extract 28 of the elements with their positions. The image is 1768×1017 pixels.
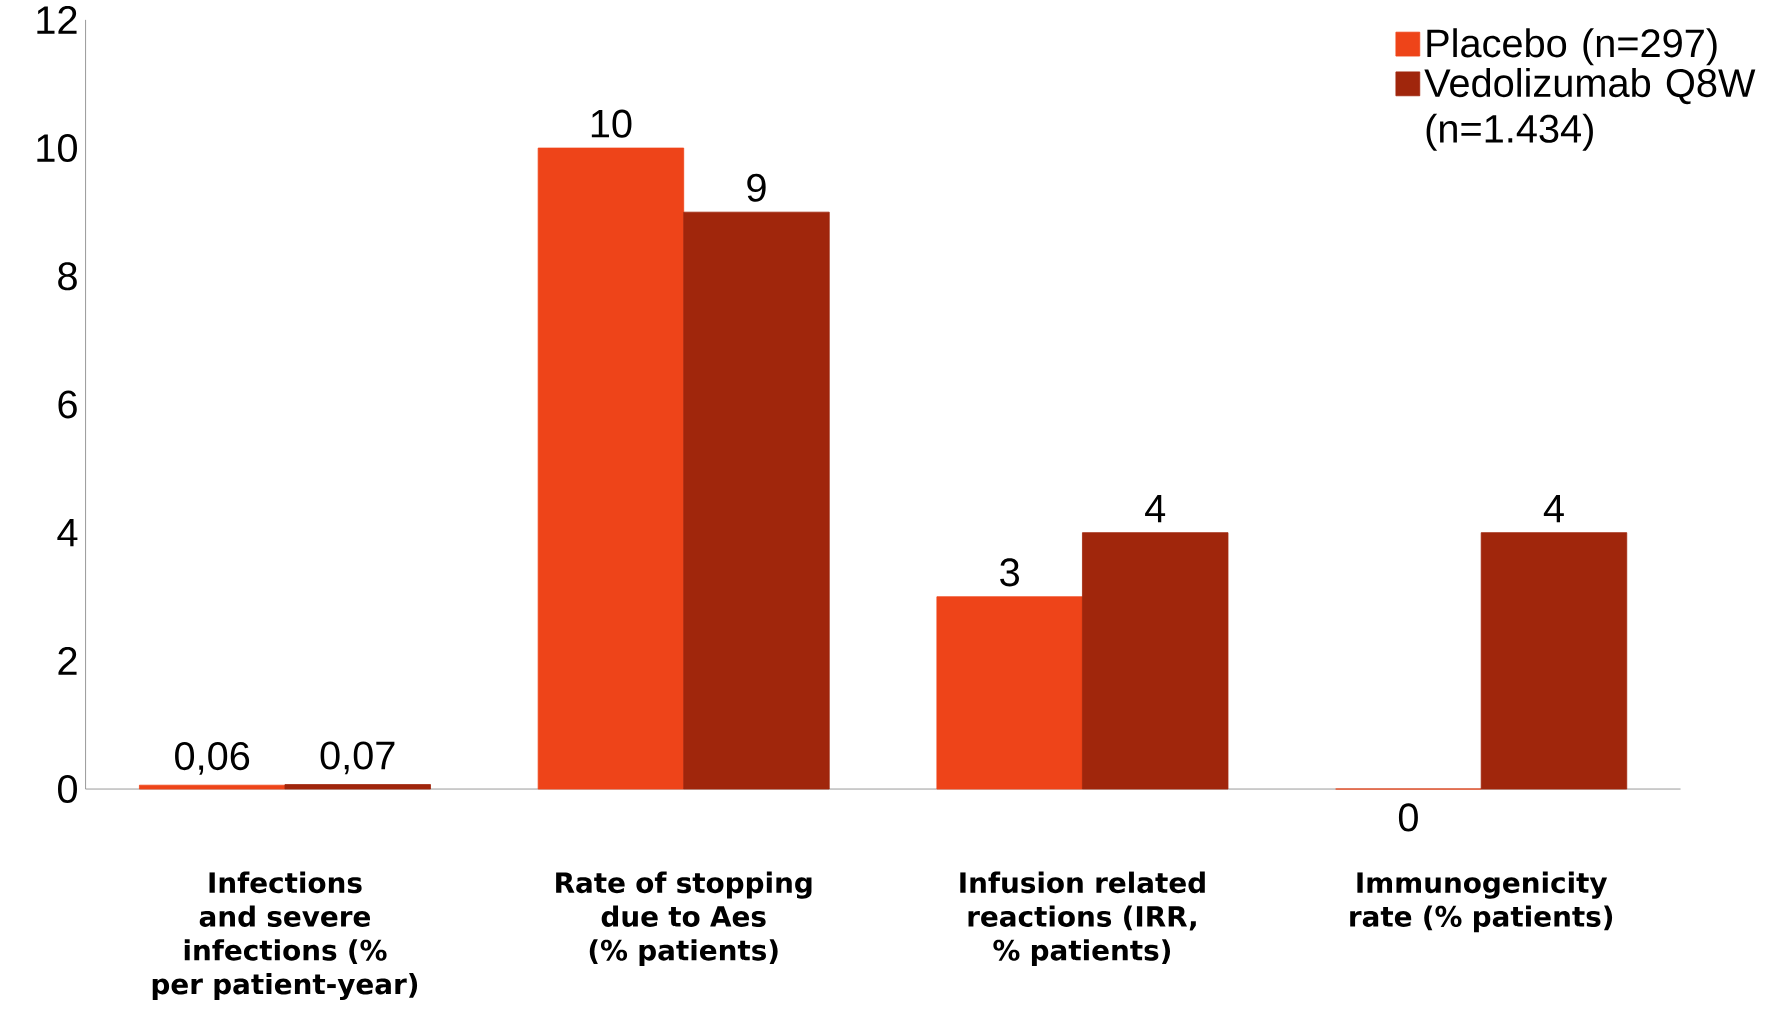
bar (936, 596, 1083, 790)
y-tick-label: 10 (37, 134, 77, 163)
legend-label: Placebo (n=297) (1427, 28, 1717, 66)
data-label: 10 (591, 109, 632, 138)
legend-label: Vedolizumab Q8W (n=1.434) (1424, 68, 1756, 151)
x-tick-label: Immunogenicity rate (% patients) (1350, 871, 1613, 933)
x-tick-label: Infections and severe infections (% per patient-year) (152, 871, 418, 1001)
bar (139, 784, 286, 790)
x-tick-label: Rate of stopping due to Aes (% patients) (556, 871, 812, 967)
bar (537, 147, 685, 790)
y-tick-label: 12 (37, 6, 77, 34)
bar (284, 784, 431, 790)
data-label: 0,07 (320, 741, 395, 775)
data-label: 4 (1145, 495, 1166, 523)
y-tick-label: 8 (58, 262, 77, 291)
y-tick-label: 6 (58, 390, 77, 419)
data-label: 3 (1000, 558, 1019, 587)
x-tick-label: Infusion related reactions (IRR, % patients) (960, 871, 1205, 967)
data-label: 0 (1398, 803, 1418, 832)
y-tick-label: 0 (58, 775, 77, 804)
data-label: 4 (1543, 495, 1564, 523)
data-label: 0,06 (175, 742, 250, 776)
y-tick-label: 2 (58, 647, 77, 675)
bar (1082, 532, 1229, 790)
bar (683, 211, 830, 790)
data-label: 9 (747, 173, 766, 202)
y-tick-label: 4 (57, 519, 78, 547)
bar (1480, 532, 1628, 790)
